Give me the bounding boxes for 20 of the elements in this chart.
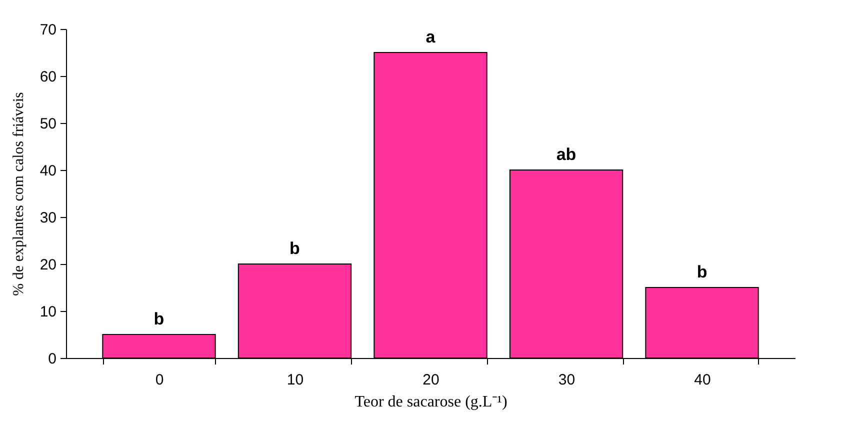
y-tick-label: 10 (40, 304, 56, 320)
data-label: b (154, 310, 164, 328)
data-label: b (290, 239, 300, 258)
y-tick-label: 50 (40, 116, 56, 132)
x-axis-title: Teor de sacarose (g.L⁻¹) (354, 394, 508, 410)
x-tick-label: 40 (694, 372, 711, 388)
y-axis-title: % de explantes com calos friáveis (10, 92, 27, 296)
x-tick-label: 10 (286, 372, 304, 388)
x-tick-label: 20 (422, 372, 440, 388)
x-tick-label: 30 (558, 372, 576, 388)
y-tick-label: 0 (48, 350, 56, 368)
y-tick-label: 70 (40, 22, 56, 38)
y-tick-label: 40 (40, 162, 56, 180)
data-label: a (426, 28, 436, 46)
y-tick-label: 20 (40, 256, 56, 274)
y-tick-label: 30 (40, 210, 56, 226)
x-tick-label: 0 (155, 372, 164, 388)
data-label: b (696, 262, 708, 282)
y-tick-label: 60 (40, 68, 56, 86)
data-label: ab (556, 145, 576, 164)
